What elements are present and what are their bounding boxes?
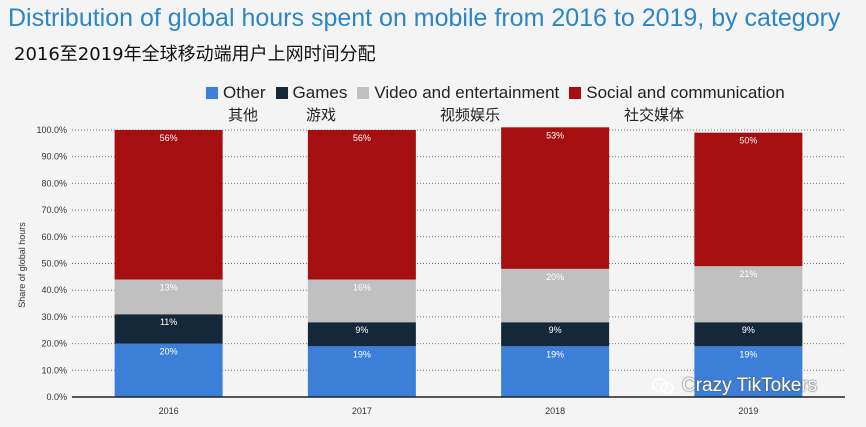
bar-segment	[307, 130, 416, 280]
y-tick-label: 60.0%	[41, 232, 67, 242]
bar-segment	[114, 314, 223, 344]
y-tick-label: 0.0%	[46, 392, 67, 402]
bar-segment	[114, 130, 223, 280]
legend-swatch-other	[206, 87, 218, 99]
bar-segment	[694, 266, 803, 323]
y-tick-label: 20.0%	[41, 339, 67, 349]
y-tick-label: 10.0%	[41, 365, 67, 375]
bar-segment	[694, 346, 803, 397]
data-label: 20%	[546, 272, 564, 282]
data-label: 19%	[353, 349, 371, 359]
y-tick-label: 90.0%	[41, 152, 67, 162]
bar-segment	[501, 268, 610, 323]
y-tick-label: 70.0%	[41, 205, 67, 215]
data-label: 56%	[353, 133, 371, 143]
bar-segment	[307, 322, 416, 347]
legend-item-social: Social and communication	[569, 83, 785, 103]
data-label: 19%	[739, 349, 757, 359]
chart-subtitle-cn: 2016至2019年全球移动端用户上网时间分配	[14, 44, 376, 65]
data-label: 56%	[160, 133, 178, 143]
data-label: 9%	[355, 325, 368, 335]
legend-swatch-video	[357, 87, 370, 99]
chart-title: Distribution of global hours spent on mo…	[8, 4, 841, 32]
bar-segment	[694, 132, 803, 267]
x-tick-label: 2016	[159, 406, 179, 416]
data-label: 9%	[549, 325, 562, 335]
legend-item-games: Games	[275, 83, 348, 103]
y-tick-label: 30.0%	[41, 312, 67, 322]
legend: Other Games Video and entertainment Soci…	[206, 82, 795, 104]
legend-cn-other: 其他	[228, 106, 259, 124]
legend-cn-games: 游戏	[306, 106, 337, 124]
bar-segment	[501, 346, 610, 397]
data-label: 9%	[742, 325, 755, 335]
legend-swatch-social	[569, 87, 582, 99]
y-tick-label: 40.0%	[41, 285, 67, 295]
data-label: 53%	[546, 130, 564, 140]
y-tick-label: 80.0%	[41, 178, 67, 188]
watermark: Crazy TikTokers	[651, 375, 818, 397]
bar-segment	[307, 279, 416, 323]
legend-item-video: Video and entertainment	[357, 83, 559, 103]
data-label: 50%	[739, 136, 757, 146]
legend-label-video: Video and entertainment	[374, 83, 560, 102]
bar-segment	[114, 343, 223, 397]
legend-label-other: Other	[223, 83, 266, 102]
legend-label-games: Games	[292, 83, 348, 102]
y-tick-label: 50.0%	[41, 259, 67, 269]
bar-segment	[501, 322, 610, 347]
bar-segment	[501, 127, 610, 269]
wechat-icon	[651, 378, 674, 394]
data-label: 11%	[160, 317, 177, 327]
x-tick-label: 2018	[545, 406, 565, 416]
legend-label-social: Social and communication	[586, 83, 785, 102]
legend-cn-social: 社交媒体	[624, 106, 685, 124]
bar-segment	[694, 322, 803, 347]
bar-segment	[114, 279, 223, 315]
bar-segment	[307, 346, 416, 397]
data-label: 19%	[546, 349, 564, 359]
watermark-text: Crazy TikTokers	[682, 375, 818, 396]
x-tick-label: 2019	[738, 406, 758, 416]
legend-swatch-games	[275, 87, 288, 99]
data-label: 13%	[160, 283, 178, 293]
legend-cn-video: 视频娱乐	[440, 106, 501, 124]
data-label: 20%	[160, 347, 178, 357]
data-label: 16%	[353, 283, 371, 293]
legend-item-other: Other	[206, 83, 266, 103]
y-tick-label: 100.0%	[36, 125, 67, 135]
data-label: 21%	[739, 269, 757, 279]
x-tick-label: 2017	[352, 406, 372, 416]
